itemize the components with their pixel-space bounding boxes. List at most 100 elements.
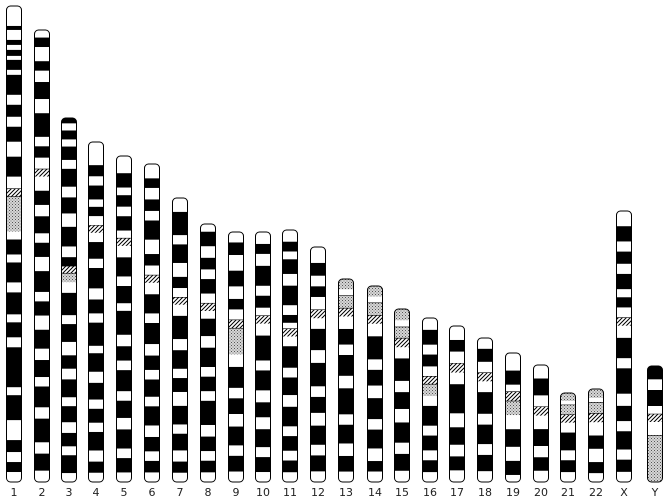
chromosome-label: 22 — [589, 486, 603, 499]
band — [616, 449, 632, 460]
band — [533, 429, 549, 447]
band — [116, 216, 132, 231]
chromosome-label: 4 — [93, 486, 100, 499]
band — [449, 372, 465, 385]
band — [477, 338, 493, 350]
band — [172, 368, 188, 379]
band — [34, 37, 50, 48]
band — [34, 315, 50, 331]
band — [367, 323, 383, 337]
band — [616, 337, 632, 359]
band — [88, 185, 104, 200]
chromosome-11 — [282, 229, 298, 483]
band-group — [282, 230, 298, 482]
band — [34, 176, 50, 192]
band — [34, 386, 50, 408]
band — [200, 472, 216, 482]
band — [6, 188, 22, 197]
band — [172, 198, 188, 213]
band — [116, 303, 132, 312]
band — [560, 460, 576, 473]
band — [172, 450, 188, 462]
band — [144, 344, 160, 356]
band — [6, 322, 22, 338]
band — [560, 422, 576, 433]
band — [144, 460, 160, 473]
band — [255, 265, 271, 287]
chromosome-14 — [367, 285, 383, 483]
chromosome-outline — [588, 388, 604, 483]
band — [505, 460, 521, 476]
band — [394, 408, 410, 423]
band — [6, 6, 22, 27]
band — [116, 310, 132, 336]
band — [172, 315, 188, 340]
band — [88, 408, 104, 424]
chromosome-outline — [422, 317, 438, 483]
band — [116, 230, 132, 239]
band — [588, 389, 604, 399]
band — [394, 309, 410, 321]
band — [88, 232, 104, 243]
band — [144, 178, 160, 189]
band — [282, 259, 298, 275]
band — [6, 176, 22, 189]
band — [172, 297, 188, 306]
band — [282, 406, 298, 427]
band — [533, 406, 549, 416]
band — [34, 47, 50, 62]
band — [172, 461, 188, 474]
band — [616, 241, 632, 252]
band — [6, 262, 22, 283]
band — [255, 323, 271, 336]
band — [477, 348, 493, 363]
band — [255, 315, 271, 324]
band — [310, 328, 326, 351]
band — [477, 424, 493, 445]
chromosome-label: 14 — [368, 486, 382, 499]
band-group — [228, 232, 244, 482]
band — [367, 448, 383, 462]
band — [616, 358, 632, 369]
band — [6, 314, 22, 323]
band — [338, 308, 354, 317]
band — [338, 279, 354, 290]
band — [422, 318, 438, 331]
band — [6, 55, 22, 61]
band — [282, 450, 298, 461]
band — [200, 400, 216, 426]
band — [116, 472, 132, 482]
chromosome-outline — [6, 5, 22, 483]
band — [34, 291, 50, 302]
band — [228, 445, 244, 457]
band — [116, 360, 132, 371]
band — [116, 195, 132, 207]
band — [616, 471, 632, 482]
band — [228, 298, 244, 310]
band — [88, 199, 104, 208]
band — [34, 256, 50, 272]
chromosome-12 — [310, 246, 326, 483]
band — [61, 146, 77, 161]
band — [338, 414, 354, 426]
band-group — [116, 156, 132, 482]
band — [88, 165, 104, 177]
band — [88, 258, 104, 269]
chromosome-label: 3 — [66, 486, 73, 499]
band — [172, 304, 188, 317]
band — [6, 104, 22, 118]
chromosome-17 — [449, 325, 465, 483]
band — [61, 355, 77, 369]
band — [477, 372, 493, 382]
band — [505, 370, 521, 385]
band — [88, 371, 104, 384]
band — [255, 402, 271, 418]
band — [6, 156, 22, 177]
band — [34, 348, 50, 361]
band — [200, 376, 216, 392]
chromosome-outline — [61, 117, 77, 483]
chromosome-outline — [172, 197, 188, 483]
band — [310, 318, 326, 330]
band — [394, 326, 410, 339]
